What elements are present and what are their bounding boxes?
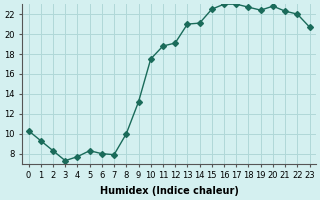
X-axis label: Humidex (Indice chaleur): Humidex (Indice chaleur): [100, 186, 238, 196]
